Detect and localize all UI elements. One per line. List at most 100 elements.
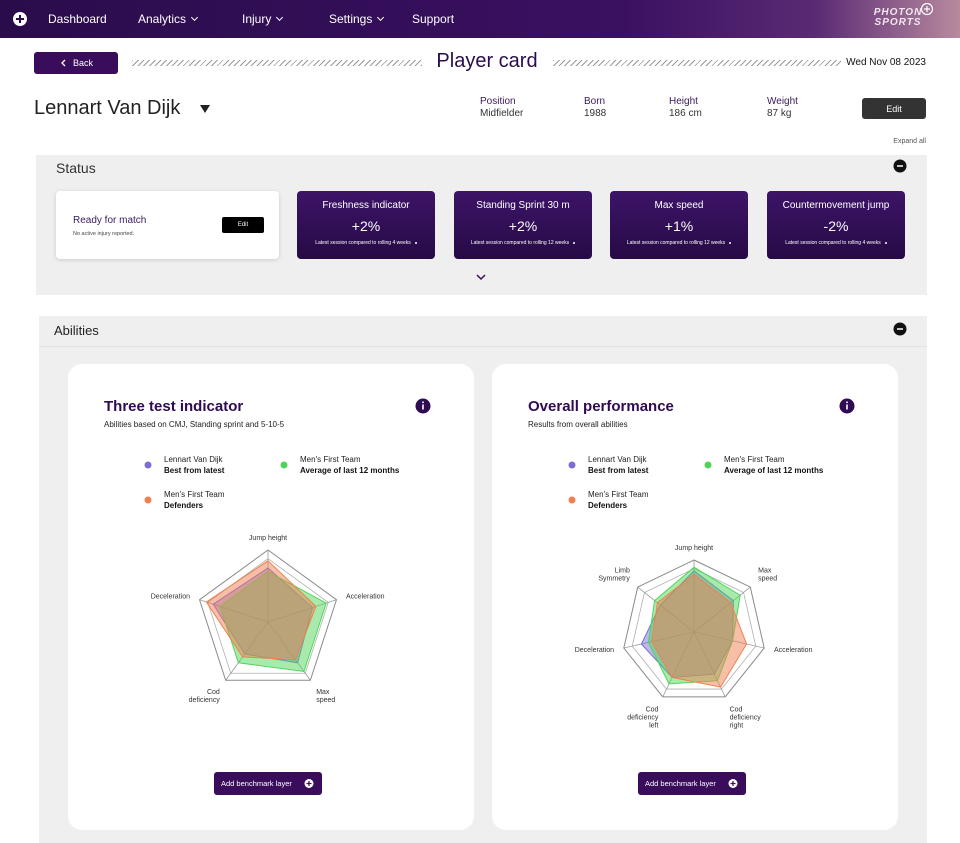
status-card-value: +2% <box>351 218 381 234</box>
edit-button[interactable]: Edit <box>862 98 926 119</box>
chart-subtitle: Abilities based on CMJ, Standing sprint … <box>104 420 285 429</box>
add-layer-button[interactable]: Add benchmark layer <box>638 772 746 795</box>
panel-title: Status <box>56 160 96 176</box>
date: Wed Nov 08 2023 <box>846 57 926 68</box>
legend-detail: Best from latest <box>588 466 649 475</box>
radar-area <box>651 573 748 688</box>
field-value: 1988 <box>584 108 607 119</box>
field-label: Height <box>669 96 698 107</box>
nav-item[interactable]: Settings <box>329 12 383 26</box>
back-button[interactable]: Back <box>34 52 118 74</box>
readiness-title: Ready for match <box>73 215 147 226</box>
radar-axis-label: Cod <box>646 707 659 714</box>
legend-name: Men's First Team <box>724 455 785 464</box>
chart-subtitle: Results from overall abilities <box>528 420 628 429</box>
legend-detail: Average of last 12 months <box>300 466 400 475</box>
radar-axis-label: Jump height <box>675 545 713 552</box>
nav-item[interactable]: Analytics <box>138 12 197 26</box>
info-icon[interactable] <box>839 398 855 414</box>
nav-item[interactable]: Dashboard <box>48 12 107 26</box>
button-label: Add benchmark layer <box>221 779 292 788</box>
radar-axis-label: Max <box>316 689 330 696</box>
button-bg <box>638 772 746 795</box>
chart-card: Three test indicator Abilities based on C… <box>68 364 474 830</box>
legend-name: Men's First Team <box>300 455 361 464</box>
radar-axis-label: Cod <box>207 689 220 696</box>
status-card-note: Latest session compared to rolling 4 wee… <box>297 240 435 246</box>
nav-item[interactable]: Injury <box>242 12 282 26</box>
panel-header <box>39 316 927 347</box>
legend-name: Lennart Van Dijk <box>588 455 648 464</box>
field-value: Midfielder <box>480 108 524 119</box>
radar-axis-label: speed <box>758 576 777 583</box>
status-card: Standing Sprint 30 m +2% Latest session co… <box>454 191 592 259</box>
legend-name: Men's First Team <box>164 490 225 499</box>
field-label: Born <box>584 96 606 107</box>
legend-swatch <box>144 496 152 504</box>
radar-area <box>205 560 317 661</box>
radar-grid <box>623 559 765 698</box>
status-card-title: Standing Sprint 30 m <box>476 200 570 211</box>
top-nav: PHOTON SPORTS Dashboard Analytics Injury Se… <box>0 0 960 38</box>
back-icon <box>61 59 66 67</box>
legend-detail: Defenders <box>588 501 628 510</box>
field-value: 87 kg <box>767 108 792 119</box>
radar-grid <box>198 549 338 681</box>
legend-swatch <box>568 461 576 469</box>
button-bg <box>214 772 322 795</box>
field-label: Position <box>480 96 516 107</box>
chart-card: Overall performance Results from overall … <box>492 364 898 830</box>
radar-axis-label: deficiency <box>730 715 762 722</box>
chart-title: Overall performance <box>528 398 674 415</box>
field-label: Weight <box>767 96 798 107</box>
info-icon-stem <box>846 404 848 410</box>
readiness-card: Ready for match No active injury reporte… <box>56 191 279 259</box>
status-card-info-dot <box>414 241 417 244</box>
status-card-note-text: Latest session compared to rolling 12 we… <box>470 240 570 246</box>
status-card-note-text: Latest session compared to rolling 12 we… <box>626 240 726 246</box>
expand-all[interactable]: Expand all <box>893 138 926 145</box>
chart: Three test indicator Abilities based on C… <box>104 398 431 795</box>
radar-axis-label: Acceleration <box>774 647 813 654</box>
radar-axis-label: deficiency <box>627 715 659 722</box>
brand-logo[interactable]: PHOTON SPORTS <box>873 7 923 28</box>
legend-swatch <box>704 461 712 469</box>
collapse-icon[interactable] <box>893 322 907 336</box>
add-layer-button[interactable]: Add benchmark layer <box>214 772 322 795</box>
status-card-info-dot <box>729 241 732 244</box>
status-card-title: Max speed <box>654 200 704 211</box>
legend-name: Lennart Van Dijk <box>164 455 224 464</box>
chart-title: Three test indicator <box>104 398 243 415</box>
legend-swatch <box>280 461 288 469</box>
status-card-value: -2% <box>823 218 849 234</box>
info-icon-dot <box>846 401 848 404</box>
button-icon-plus <box>730 781 736 786</box>
radar-grid <box>631 568 757 690</box>
info-icon[interactable] <box>415 398 431 414</box>
legend-detail: Average of last 12 months <box>724 466 824 475</box>
back-label: Back <box>72 58 93 68</box>
player-dropdown[interactable] <box>199 104 211 114</box>
panel-title: Abilities <box>54 323 99 338</box>
nav-item[interactable]: Support <box>412 12 455 26</box>
legend-detail: Best from latest <box>164 466 225 475</box>
title-rule <box>132 60 422 66</box>
chart: Overall performance Results from overall … <box>528 398 855 795</box>
legend-detail: Defenders <box>164 501 204 510</box>
radar-axis-label: Limb <box>615 568 630 575</box>
status-card-value: +1% <box>664 218 694 234</box>
radar-axis-label: left <box>649 723 658 730</box>
info-icon-dot <box>422 401 424 404</box>
expand-chevron[interactable] <box>475 273 487 281</box>
home-icon[interactable] <box>12 11 28 27</box>
status-card-note-text: Latest session compared to rolling 4 wee… <box>315 240 411 246</box>
info-icon-stem <box>422 404 424 410</box>
field-value: 186 cm <box>669 108 702 119</box>
readiness-edit[interactable]: Edit <box>222 217 264 233</box>
collapse-icon[interactable] <box>893 159 907 173</box>
status-card-title: Countermovement jump <box>782 200 890 211</box>
status-card: Countermovement jump -2% Latest session co… <box>767 191 905 259</box>
radar-axis-label: Deceleration <box>575 647 614 654</box>
status-card: Max speed +1% Latest session compared to r… <box>610 191 748 259</box>
